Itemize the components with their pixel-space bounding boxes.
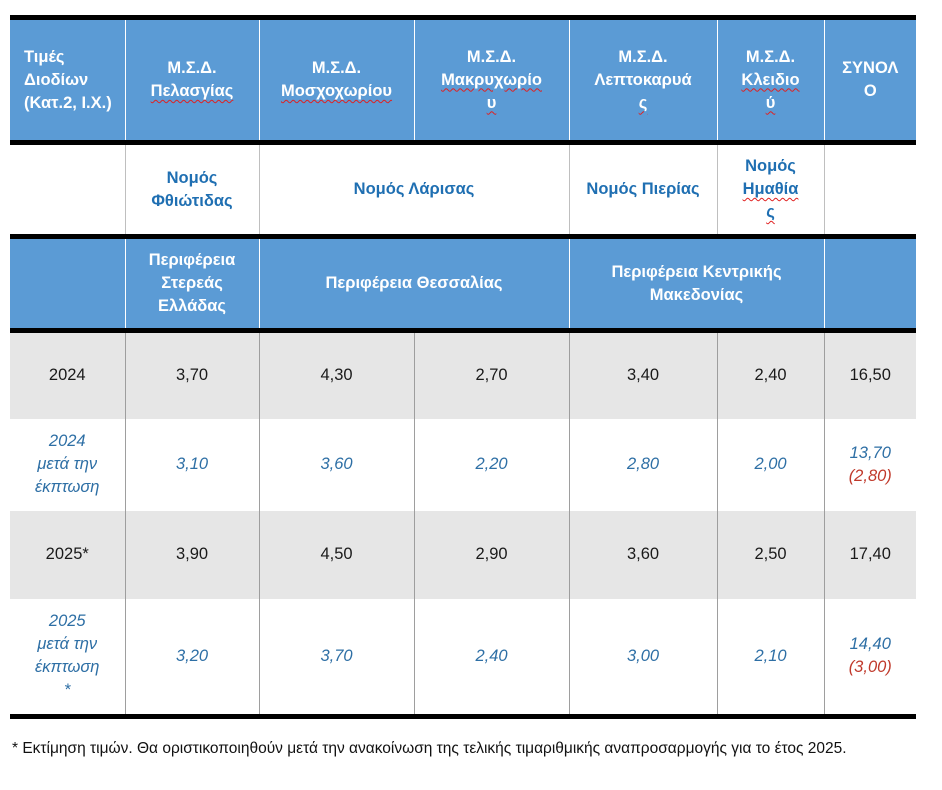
price-cell: 2,00 [716, 418, 824, 511]
region-empty-right [823, 236, 916, 331]
price-cell: 2,80 [568, 418, 717, 511]
price-cell: 3,00 [568, 598, 717, 717]
table-row: 2024 3,70 4,30 2,70 3,40 2,40 16,50 [10, 330, 916, 419]
header-station-makrychori: Μ.Σ.Δ. Μακρυχωρίο υ [413, 17, 569, 143]
price-cell: 4,30 [258, 330, 414, 419]
price-cell: 2,40 [716, 330, 824, 419]
header-station-pelasgia: Μ.Σ.Δ. Πελασγίας [124, 17, 259, 143]
price-cell: 3,70 [124, 330, 259, 419]
header-row-prefectures: Νομός Φθιώτιδας Νομός Λάρισας Νομός Πιερ… [10, 142, 916, 237]
price-cell: 3,90 [124, 510, 259, 599]
prefecture-empty-left [10, 142, 125, 237]
price-cell: 4,50 [258, 510, 414, 599]
price-cell: 3,20 [124, 598, 259, 717]
row-label: 2024 [10, 330, 125, 419]
price-cell: 2,70 [413, 330, 569, 419]
header-station-kleidi: Μ.Σ.Δ. Κλειδιο ύ [716, 17, 824, 143]
discount-note: (2,80) [848, 466, 892, 485]
price-cell: 3,60 [568, 510, 717, 599]
header-station-leptokarya: Μ.Σ.Δ. Λεπτοκαρυά ς [568, 17, 717, 143]
region-sterea: Περιφέρεια Στερεάς Ελλάδας [124, 236, 259, 331]
total-cell: 13,70 (2,80) [823, 418, 916, 511]
total-cell: 16,50 [823, 330, 916, 419]
price-cell: 2,20 [413, 418, 569, 511]
region-thessalia: Περιφέρεια Θεσσαλίας [258, 236, 569, 331]
row-label: 2025 μετά την έκπτωση * [10, 598, 125, 717]
price-cell: 2,10 [716, 598, 824, 717]
corner-header: Τιμές Διοδίων (Κατ.2, Ι.Χ.) [10, 17, 125, 143]
prefecture-larisa: Νομός Λάρισας [258, 142, 569, 237]
header-row-stations: Τιμές Διοδίων (Κατ.2, Ι.Χ.) Μ.Σ.Δ. Πελασγ… [10, 17, 916, 143]
header-station-moschochori: Μ.Σ.Δ. Μοσχοχωρίου [258, 17, 414, 143]
total-cell: 14,40 (3,00) [823, 598, 916, 717]
prefecture-fthiotida: Νομός Φθιώτιδας [124, 142, 259, 237]
region-empty-left [10, 236, 125, 331]
table-row: 2024 μετά την έκπτωση 3,10 3,60 2,20 2,80 … [10, 418, 916, 511]
price-cell: 3,70 [258, 598, 414, 717]
price-cell: 3,60 [258, 418, 414, 511]
discount-note: (3,00) [848, 658, 892, 677]
price-cell: 2,50 [716, 510, 824, 599]
table-row: 2025* 3,90 4,50 2,90 3,60 2,50 17,40 [10, 510, 916, 599]
price-cell: 2,40 [413, 598, 569, 717]
price-cell: 3,10 [124, 418, 259, 511]
price-cell: 2,90 [413, 510, 569, 599]
prefecture-pieria: Νομός Πιερίας [568, 142, 717, 237]
row-label: 2024 μετά την έκπτωση [10, 418, 125, 511]
header-total: ΣΥΝΟΛ Ο [823, 17, 916, 143]
prefecture-empty-right [823, 142, 916, 237]
total-cell: 17,40 [823, 510, 916, 599]
header-row-regions: Περιφέρεια Στερεάς Ελλάδας Περιφέρεια Θε… [10, 236, 916, 331]
footnote: * Εκτίμηση τιμών. Θα οριστικοποιηθούν με… [12, 740, 847, 757]
price-cell: 3,40 [568, 330, 717, 419]
toll-prices-table: Τιμές Διοδίων (Κατ.2, Ι.Χ.) Μ.Σ.Δ. Πελασγ… [10, 15, 916, 719]
row-label: 2025* [10, 510, 125, 599]
table-row: 2025 μετά την έκπτωση * 3,20 3,70 2,40 3,00… [10, 598, 916, 717]
region-kentriki-makedonia: Περιφέρεια Κεντρικής Μακεδονίας [568, 236, 824, 331]
prefecture-imathia: Νομός Ημαθία ς [716, 142, 824, 237]
